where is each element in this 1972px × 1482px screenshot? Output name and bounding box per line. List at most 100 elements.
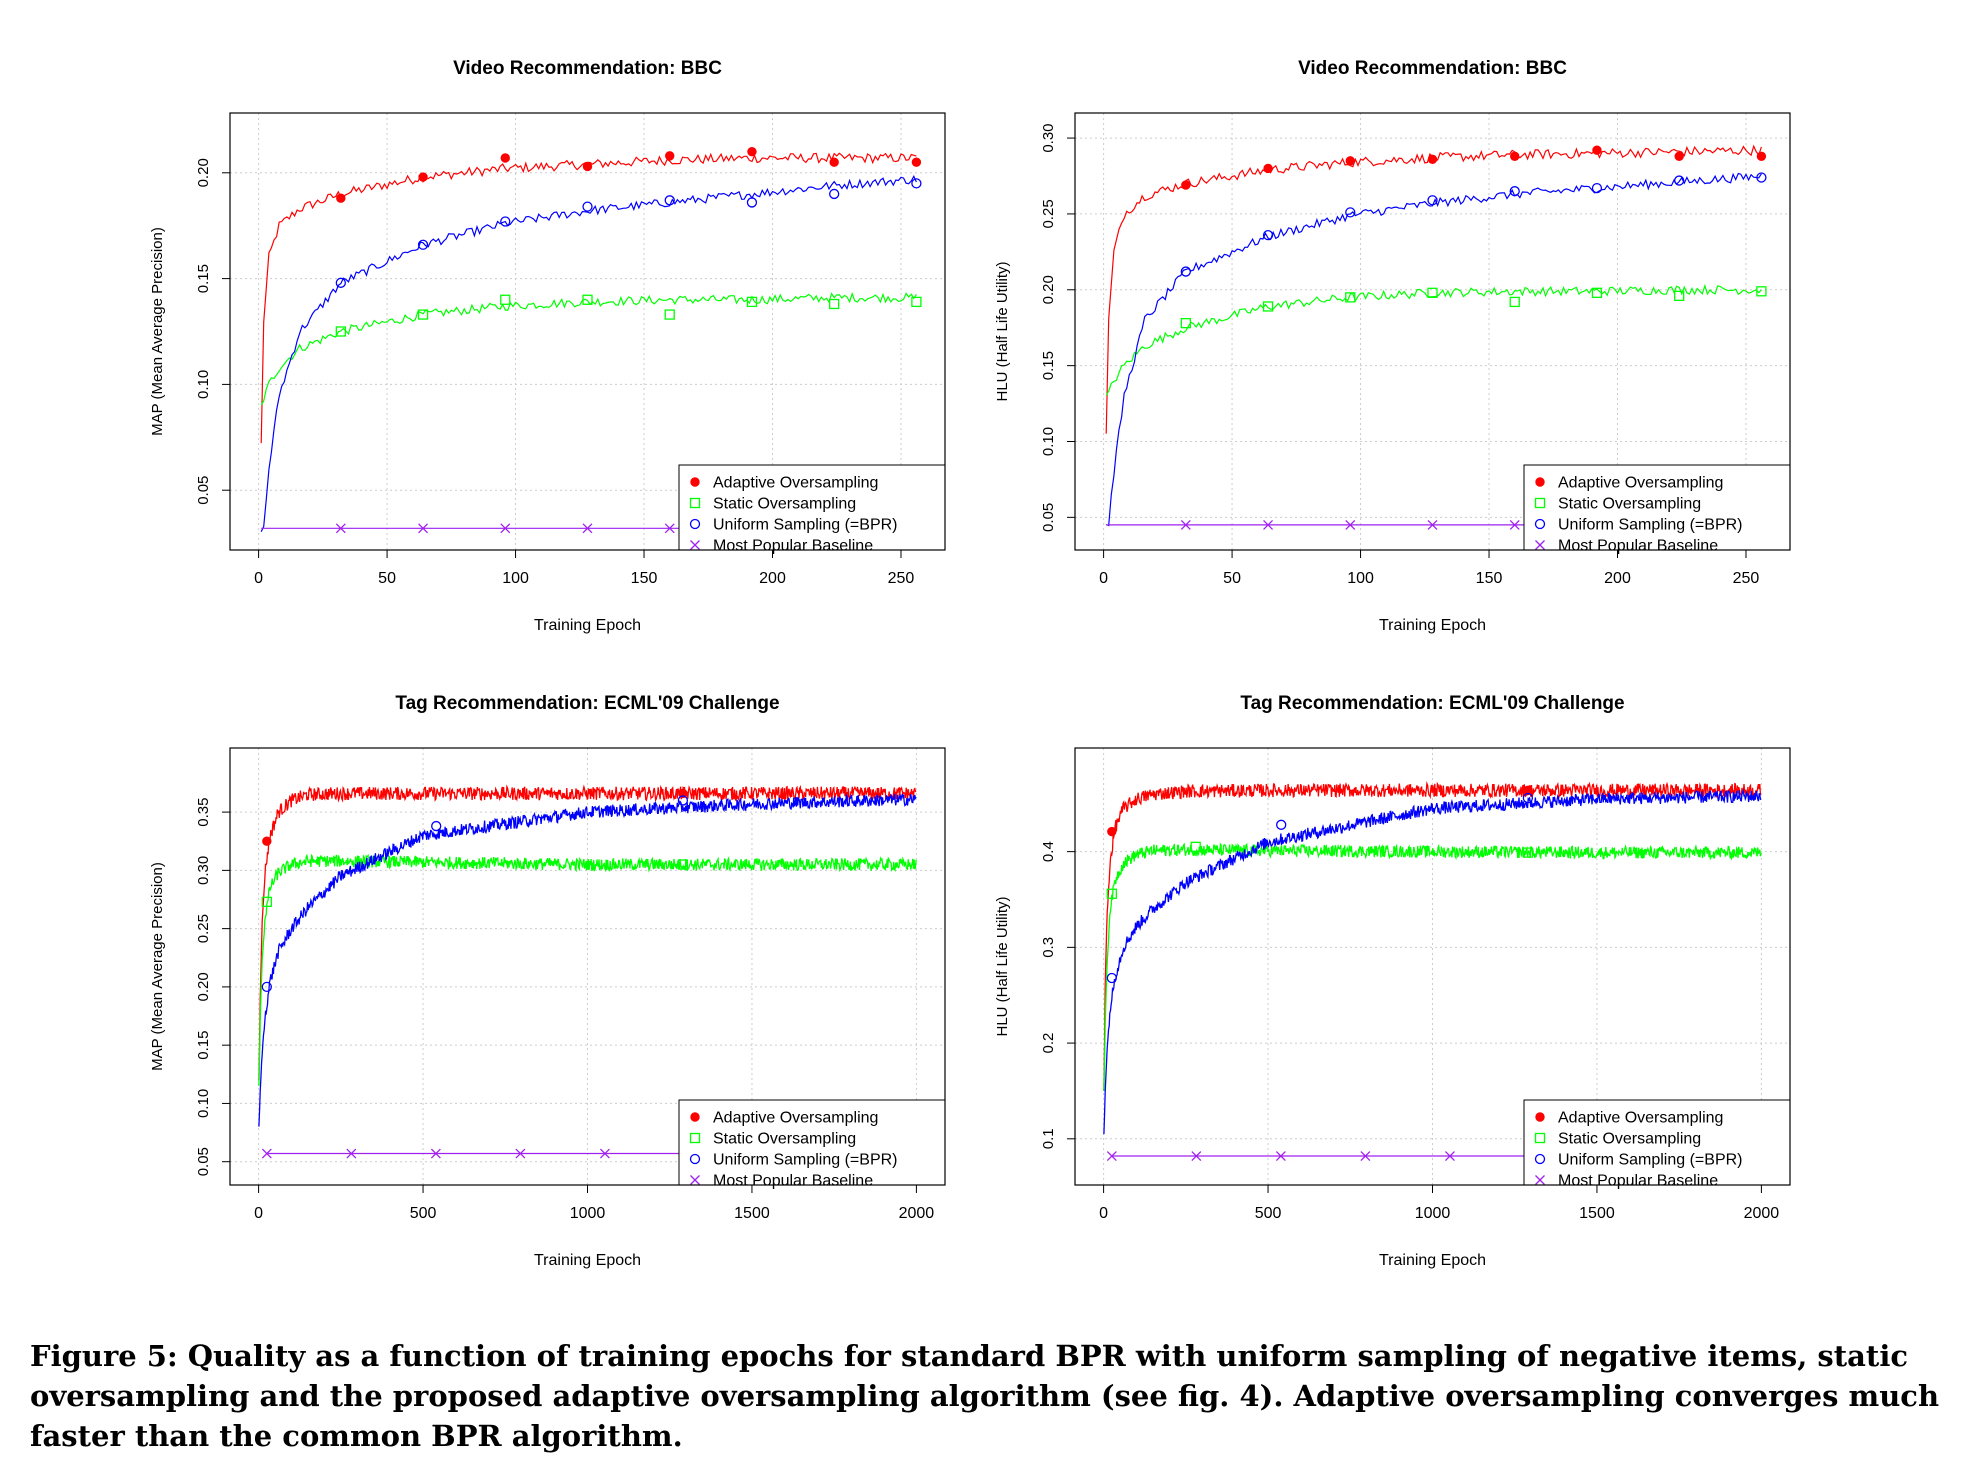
series-marker-static [746,296,758,308]
series-marker-static [829,298,840,310]
y-tick-label: 0.05 [1040,503,1057,532]
x-tick-label: 2000 [1744,1205,1780,1222]
series-marker-static [261,896,272,907]
legend-entry-label: Static Oversampling [1558,1131,1701,1148]
y-tick-label: 0.35 [195,797,212,826]
y-tick-label: 0.30 [195,856,212,885]
x-tick-label: 50 [378,570,396,587]
legend-box [1523,1099,1791,1186]
series-marker-adaptive [1592,145,1602,155]
y-tick-label: 0.20 [1040,275,1057,304]
series-marker-uniform [500,216,511,227]
legend: Adaptive Oversampling Static Oversampling… [678,464,946,555]
series-marker-adaptive [1523,785,1533,796]
legend-entry-label: Adaptive Oversampling [713,1110,878,1127]
series-line-adaptive [1105,144,1762,434]
series-marker-static [1345,292,1356,303]
series-marker-static [417,309,429,320]
chart-panel-2: Video Recommendation: BBC Training Epoch H… [994,58,1791,634]
legend-entry-label: Adaptive Oversampling [1558,475,1723,492]
legend-marker [690,540,700,550]
legend: Adaptive Oversampling Static Oversampling… [1523,1099,1791,1190]
series-marker-uniform [1522,792,1534,804]
series-marker-baseline [1427,519,1438,530]
legend-marker [690,1175,700,1185]
x-tick-label: 1500 [734,1205,770,1222]
series-marker-static [1180,318,1191,329]
y-tick-label: 0.1 [1040,1128,1057,1149]
series-marker-uniform [1106,972,1117,984]
y-tick-label: 0.25 [1040,199,1057,228]
series-marker-baseline [1444,1151,1455,1161]
legend-box [678,464,946,551]
legend-entry-label: Uniform Sampling (=BPR) [1558,517,1743,534]
series-marker-adaptive [911,157,922,167]
series-marker-baseline [430,1148,441,1159]
figure-canvas: Video Recommendation: BBC Training Epoch M… [149,58,1791,1269]
series-marker-baseline [1345,519,1356,530]
series-marker-uniform [1509,186,1520,197]
series-marker-adaptive [1756,151,1767,161]
x-axis-label: Training Epoch [1379,617,1486,634]
series-marker-baseline [1360,1151,1371,1161]
x-tick-label: 250 [1733,570,1760,587]
x-tick-label: 100 [1347,570,1374,587]
series-line-static [260,291,917,406]
x-axis-label: Training Epoch [534,1252,641,1269]
series-marker-uniform [746,197,758,208]
legend-entry-label: Uniform Sampling (=BPR) [713,517,898,534]
series-marker-uniform [1427,195,1438,206]
legend-box [678,1099,946,1186]
series-marker-static [1427,287,1438,298]
plot-area [258,784,917,1159]
x-tick-label: 2000 [899,1205,935,1222]
series-line-uniform [260,174,917,532]
series-marker-baseline [1509,519,1520,530]
plot-area [1103,781,1762,1161]
legend-marker [689,1153,701,1165]
series-marker-uniform [911,178,922,189]
series-marker-static [1522,847,1534,858]
series-marker-uniform [1180,266,1191,277]
legend-marker [690,477,700,487]
legend-entry-label: Most Popular Baseline [713,1173,873,1190]
x-tick-label: 200 [759,570,786,587]
series-marker-uniform [1345,207,1356,218]
legend-entry-label: Adaptive Oversampling [1558,1110,1723,1127]
series-marker-uniform [417,239,429,250]
legend-entry-label: Most Popular Baseline [1558,538,1718,555]
y-tick-label: 0.20 [195,972,212,1001]
chart-title: Tag Recommendation: ECML'09 Challenge [1240,693,1624,714]
series-line-uniform [1103,788,1762,1135]
y-axis-label: HLU (Half Life Utility) [994,261,1011,401]
x-tick-label: 0 [254,1205,263,1222]
series-marker-adaptive [500,153,510,163]
series-marker-adaptive [1427,154,1438,165]
legend-marker [1535,1175,1545,1185]
x-tick-label: 0 [1099,1205,1108,1222]
x-tick-label: 250 [888,570,915,587]
series-marker-adaptive [829,157,839,167]
series-marker-static [1756,286,1767,297]
y-tick-label: 0.05 [195,476,212,505]
y-tick-label: 0.15 [195,264,212,293]
x-tick-label: 0 [1099,570,1108,587]
series-marker-baseline [582,523,593,534]
legend-marker [1534,1153,1546,1165]
series-marker-adaptive [262,836,272,846]
series-line-static [1103,842,1762,1092]
series-marker-adaptive [665,151,675,161]
y-axis-label: MAP (Mean Average Precision) [149,862,166,1071]
series-line-adaptive [1103,781,1762,1092]
series-marker-baseline [1275,1151,1286,1161]
series-marker-uniform [829,188,840,200]
series-marker-baseline [599,1148,610,1159]
legend: Adaptive Oversampling Static Oversampling… [1523,464,1791,555]
series-line-adaptive [258,784,917,1081]
series-line-adaptive [260,152,917,444]
series-marker-uniform [1591,182,1603,194]
legend-marker [1534,497,1546,509]
series-marker-static [911,296,922,308]
legend-box [1523,464,1791,551]
series-line-static [1105,283,1762,396]
